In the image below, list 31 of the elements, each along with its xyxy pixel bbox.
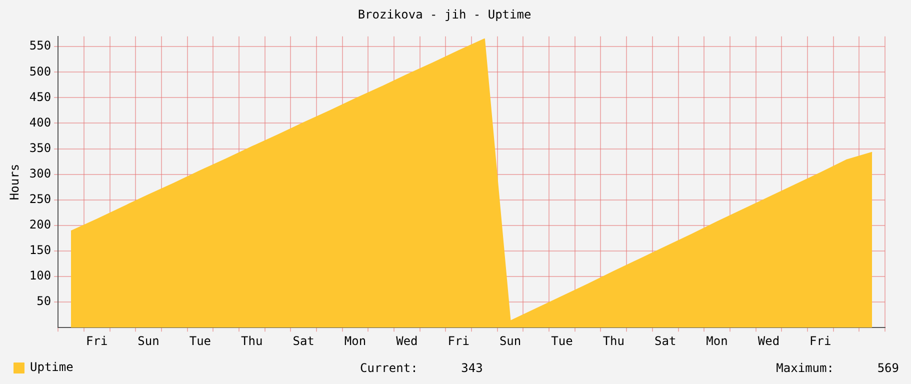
y-tick-label: 150 xyxy=(29,243,52,258)
y-tick-label: 200 xyxy=(29,218,52,232)
text: Maximum: 569 xyxy=(776,361,899,376)
x-tick-label: Tue xyxy=(189,334,212,348)
x-tick-label: Thu xyxy=(602,334,625,348)
y-tick-label: 100 xyxy=(29,268,52,283)
x-tick-label: Fri xyxy=(810,334,832,348)
x-tick-label: Thu xyxy=(241,334,263,348)
x-tick-label: Fri xyxy=(448,334,470,348)
y-tick-label: 400 xyxy=(29,115,52,130)
y-axis-title: Hours xyxy=(7,164,22,200)
chart-title: Brozikova - jih - Uptime xyxy=(358,7,532,22)
y-tick-label: 550 xyxy=(29,38,52,53)
x-tick-label: Sat xyxy=(654,334,676,348)
y-tick-label: 500 xyxy=(29,64,52,78)
y-tick-label: 450 xyxy=(29,90,52,104)
y-tick-label: 300 xyxy=(29,166,52,180)
legend-label: Uptime xyxy=(30,360,74,374)
x-tick-label: Fri xyxy=(86,334,108,348)
x-tick-label: Mon xyxy=(706,334,728,348)
x-tick-label: Wed xyxy=(396,334,418,348)
y-tick-label: 50 xyxy=(36,294,52,308)
x-tick-label: Sun xyxy=(499,334,522,348)
x-tick-label: Sat xyxy=(292,334,314,348)
x-tick-label: Sun xyxy=(138,334,160,348)
x-tick-label: Mon xyxy=(344,334,366,348)
y-tick-label: 350 xyxy=(29,140,52,155)
text: Current: 343 xyxy=(360,361,483,376)
x-tick-label: Wed xyxy=(758,334,780,348)
y-tick-label: 250 xyxy=(29,192,52,206)
x-tick-label: Tue xyxy=(551,334,573,348)
